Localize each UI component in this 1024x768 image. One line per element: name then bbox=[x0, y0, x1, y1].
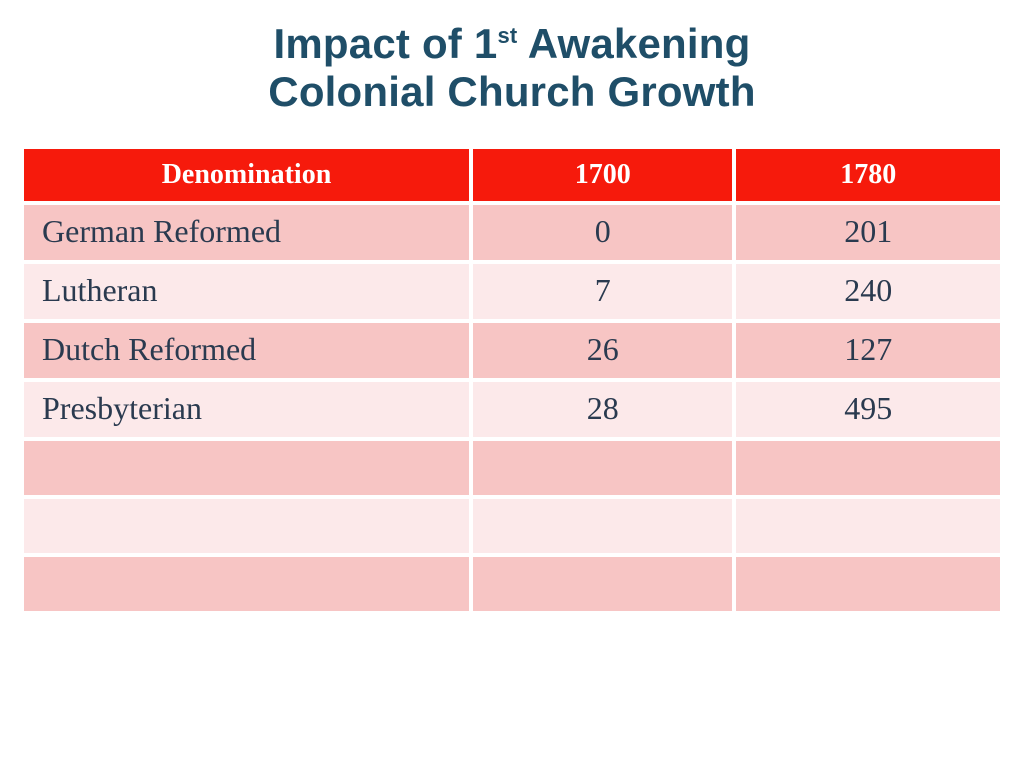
cell-denomination: Dutch Reformed bbox=[24, 323, 473, 378]
cell-denomination bbox=[24, 499, 473, 553]
table-row: Presbyterian 28 495 bbox=[24, 382, 1000, 437]
cell-1700: 26 bbox=[473, 323, 737, 378]
table-row bbox=[24, 557, 1000, 611]
title-line1-pre: Impact of 1 bbox=[274, 20, 498, 67]
church-growth-table: Denomination 1700 1780 German Reformed 0… bbox=[24, 145, 1000, 615]
cell-denomination: Presbyterian bbox=[24, 382, 473, 437]
col-header-denomination: Denomination bbox=[24, 149, 473, 201]
cell-1780: 201 bbox=[736, 205, 1000, 260]
col-header-1700: 1700 bbox=[473, 149, 737, 201]
slide-title: Impact of 1st Awakening Colonial Church … bbox=[0, 20, 1024, 117]
slide: Impact of 1st Awakening Colonial Church … bbox=[0, 0, 1024, 768]
cell-1700 bbox=[473, 499, 737, 553]
table-row bbox=[24, 441, 1000, 495]
cell-1700 bbox=[473, 441, 737, 495]
cell-1700: 7 bbox=[473, 264, 737, 319]
cell-1700: 28 bbox=[473, 382, 737, 437]
table-container: Denomination 1700 1780 German Reformed 0… bbox=[0, 145, 1024, 615]
table-row: German Reformed 0 201 bbox=[24, 205, 1000, 260]
cell-1780 bbox=[736, 441, 1000, 495]
title-line2: Colonial Church Growth bbox=[268, 68, 755, 115]
title-superscript: st bbox=[497, 23, 517, 48]
table-row: Dutch Reformed 26 127 bbox=[24, 323, 1000, 378]
table-row bbox=[24, 499, 1000, 553]
cell-denomination bbox=[24, 557, 473, 611]
cell-1780 bbox=[736, 499, 1000, 553]
cell-denomination: Lutheran bbox=[24, 264, 473, 319]
cell-1700 bbox=[473, 557, 737, 611]
cell-1780: 495 bbox=[736, 382, 1000, 437]
cell-1780: 240 bbox=[736, 264, 1000, 319]
cell-1700: 0 bbox=[473, 205, 737, 260]
cell-1780: 127 bbox=[736, 323, 1000, 378]
cell-denomination: German Reformed bbox=[24, 205, 473, 260]
title-line1-post: Awakening bbox=[517, 20, 750, 67]
cell-1780 bbox=[736, 557, 1000, 611]
table-row: Lutheran 7 240 bbox=[24, 264, 1000, 319]
cell-denomination bbox=[24, 441, 473, 495]
table-header-row: Denomination 1700 1780 bbox=[24, 149, 1000, 201]
col-header-1780: 1780 bbox=[736, 149, 1000, 201]
